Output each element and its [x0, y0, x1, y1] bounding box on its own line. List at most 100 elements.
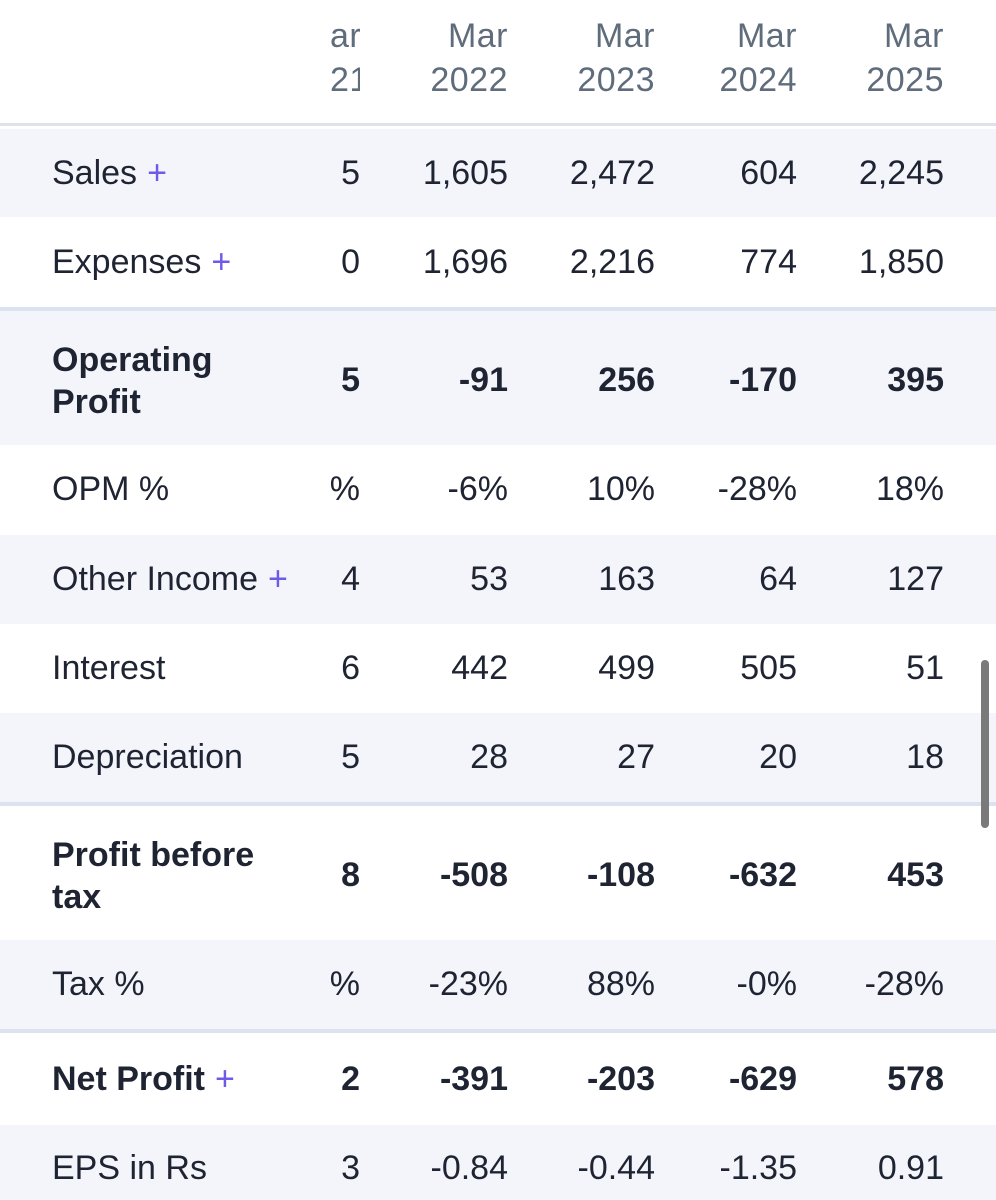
column-header-2022: Mar 2022 — [378, 14, 508, 102]
column-header-2023: Mar 2023 — [525, 14, 655, 102]
table-cell: 5 — [341, 738, 360, 776]
expand-plus-icon[interactable]: + — [215, 1060, 235, 1098]
row-label-interest: Interest — [52, 649, 166, 687]
table-cell: 8 — [341, 856, 360, 894]
expand-plus-icon[interactable]: + — [147, 154, 167, 192]
table-cell: 3 — [341, 1149, 360, 1187]
table-cell: 64 — [759, 560, 797, 598]
table-cell: 499 — [598, 649, 655, 687]
table-cell: -0% — [736, 965, 797, 1003]
table-cell: % — [329, 965, 360, 1003]
table-cell: 2,245 — [858, 154, 944, 192]
column-header-year: 2022 — [430, 61, 508, 99]
table-row-sales[interactable]: Sales + 5 1,605 2,472 604 2,245 — [0, 129, 996, 217]
row-label-depreciation: Depreciation — [52, 738, 243, 776]
table-cell: % — [329, 470, 360, 508]
table-cell: 163 — [598, 560, 655, 598]
table-cell: 1,605 — [422, 154, 508, 192]
column-header-month: ar — [330, 17, 360, 55]
table-cell: 1,850 — [858, 243, 944, 281]
table-cell: 10% — [586, 470, 655, 508]
table-header: ar 21 Mar 2022 Mar 2023 Mar 2024 Mar 202… — [0, 0, 996, 126]
vertical-scrollbar[interactable] — [981, 660, 989, 828]
table-cell: 5 — [341, 361, 360, 399]
table-cell: 442 — [451, 649, 508, 687]
row-label-line: tax — [52, 878, 102, 916]
column-header-month: Mar — [736, 17, 797, 55]
row-label-text: Other Income — [52, 560, 258, 598]
table-cell: -629 — [728, 1060, 797, 1098]
row-label-opm: OPM % — [52, 470, 170, 508]
table-row-interest: Interest 6 442 499 505 51 — [0, 624, 996, 713]
table-row-depreciation: Depreciation 5 28 27 20 18 — [0, 713, 996, 802]
table-cell: 88% — [586, 965, 655, 1003]
row-label-other-income[interactable]: Other Income + — [52, 558, 288, 600]
table-cell: 1,696 — [422, 243, 508, 281]
column-header-2024: Mar 2024 — [667, 14, 797, 102]
table-cell: -391 — [439, 1060, 508, 1098]
table-cell: 53 — [470, 560, 508, 598]
row-label-operating-profit: Operating Profit — [52, 339, 213, 423]
column-header-month: Mar — [883, 17, 944, 55]
table-cell: -203 — [586, 1060, 655, 1098]
table-cell: 127 — [887, 560, 944, 598]
column-header-month: Mar — [447, 17, 508, 55]
table-cell: -91 — [458, 361, 508, 399]
row-label-text: Sales — [52, 154, 138, 192]
table-cell: 578 — [887, 1060, 944, 1098]
table-cell: -28% — [717, 470, 797, 508]
column-header-2021: ar 21 — [330, 14, 360, 102]
table-cell: -108 — [586, 856, 655, 894]
table-cell: 27 — [617, 738, 655, 776]
table-cell: 0.91 — [877, 1149, 944, 1187]
table-cell: 2,216 — [569, 243, 655, 281]
table-row-profit-before-tax: Profit before tax 8 -508 -108 -632 453 — [0, 802, 996, 940]
row-label-expenses[interactable]: Expenses + — [52, 241, 231, 283]
table-cell: 604 — [740, 154, 797, 192]
table-cell: 453 — [887, 856, 944, 894]
table-cell: 20 — [759, 738, 797, 776]
table-cell: 4 — [341, 560, 360, 598]
table-cell: -0.84 — [430, 1149, 509, 1187]
column-header-year: 21 — [330, 61, 360, 99]
table-row-operating-profit: Operating Profit 5 -91 256 -170 395 — [0, 307, 996, 445]
row-label-tax: Tax % — [52, 965, 145, 1003]
table-cell: 28 — [470, 738, 508, 776]
table-cell: 505 — [740, 649, 797, 687]
row-label-eps: EPS in Rs — [52, 1149, 207, 1187]
row-label-text: Expenses — [52, 243, 202, 281]
table-cell: 395 — [887, 361, 944, 399]
table-cell: -28% — [864, 965, 944, 1003]
row-label-line: Operating — [52, 341, 213, 379]
table-cell: 51 — [906, 649, 944, 687]
row-label-line: Profit before — [52, 836, 255, 874]
table-cell: 2 — [341, 1060, 360, 1098]
table-cell: 18% — [875, 470, 944, 508]
column-header-month: Mar — [594, 17, 655, 55]
table-row-other-income[interactable]: Other Income + 4 53 163 64 127 — [0, 535, 996, 624]
column-header-year: 2024 — [719, 61, 797, 99]
row-label-profit-before-tax: Profit before tax — [52, 834, 254, 918]
table-cell: -170 — [728, 361, 797, 399]
table-row-expenses[interactable]: Expenses + 0 1,696 2,216 774 1,850 — [0, 217, 996, 307]
table-cell: 18 — [906, 738, 944, 776]
expand-plus-icon[interactable]: + — [267, 560, 288, 598]
row-label-text: Net Profit — [52, 1060, 205, 1098]
table-cell: -1.35 — [719, 1149, 798, 1187]
table-cell: -508 — [439, 856, 508, 894]
table-row-opm: OPM % % -6% 10% -28% 18% — [0, 445, 996, 535]
column-header-2025: Mar 2025 — [814, 14, 944, 102]
table-row-eps: EPS in Rs 3 -0.84 -0.44 -1.35 0.91 — [0, 1125, 996, 1200]
expand-plus-icon[interactable]: + — [211, 243, 232, 281]
row-label-net-profit[interactable]: Net Profit + — [52, 1058, 235, 1100]
table-cell: 5 — [341, 154, 360, 192]
row-label-sales[interactable]: Sales + — [52, 152, 167, 194]
table-cell: 2,472 — [569, 154, 655, 192]
table-row-net-profit[interactable]: Net Profit + 2 -391 -203 -629 578 — [0, 1029, 996, 1125]
table-cell: -6% — [447, 470, 508, 508]
table-cell: 0 — [341, 243, 360, 281]
table-row-tax: Tax % % -23% 88% -0% -28% — [0, 940, 996, 1029]
table-cell: 256 — [598, 361, 655, 399]
table-cell: -0.44 — [577, 1149, 656, 1187]
